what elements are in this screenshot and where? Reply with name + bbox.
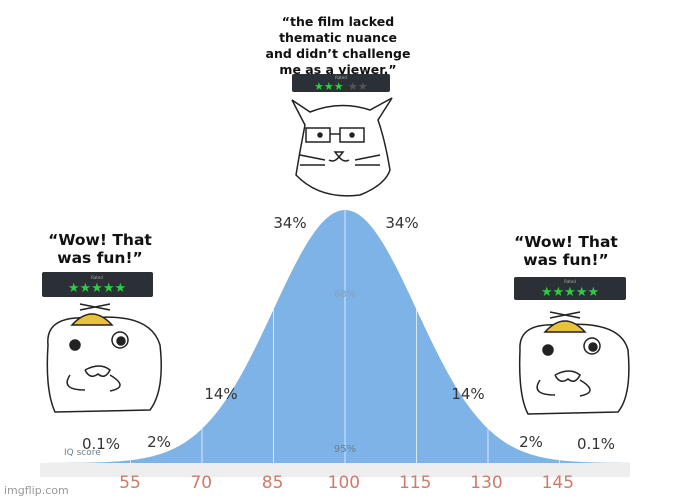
percent-label: 34% (385, 214, 418, 232)
axis-strip (40, 463, 630, 477)
inner-label: 68% (334, 289, 356, 300)
rating-box (42, 272, 153, 297)
percent-label: 14% (204, 385, 237, 403)
rating-box (514, 277, 626, 300)
quote-line: and didn’t challenge (266, 46, 411, 61)
percent-label: 0.1% (82, 435, 120, 453)
tick-label: 85 (262, 473, 284, 493)
tick-label: 130 (470, 473, 502, 493)
cat-glasses (291, 97, 393, 197)
percent-label: 2% (147, 433, 171, 451)
quote-line: me as a viewer.” (279, 62, 396, 77)
rating-label: Rated (91, 275, 103, 280)
sigma-lines (130, 210, 560, 463)
quote-line: “the film lacked (282, 14, 394, 29)
quote-line: “Wow! That (48, 231, 152, 249)
cat-propeller (46, 303, 162, 413)
axis-label: IQ score (64, 448, 101, 458)
rating-label: Rated (335, 75, 347, 80)
percent-label: 2% (519, 433, 543, 451)
quote-line: was fun!” (57, 249, 142, 267)
tick-label: 145 (542, 473, 574, 493)
tick-label: 115 (399, 473, 431, 493)
inner-label: 95% (334, 444, 356, 455)
bell-curve (40, 210, 630, 463)
quote-line: was fun!” (523, 251, 608, 269)
tick-label: 55 (119, 473, 141, 493)
ticks: 55 70 85 100 115 130 145 (119, 473, 574, 493)
tick-label: 100 (328, 473, 360, 493)
tick-label: 70 (190, 473, 212, 493)
cat-propeller (518, 311, 630, 415)
percent-label: 14% (451, 385, 484, 403)
stars: ★★★★★ (541, 285, 599, 300)
quote-line: thematic nuance (279, 30, 397, 45)
stars: ★★★ (314, 80, 344, 93)
percent-label: 34% (273, 214, 306, 232)
watermark: imgflip.com (4, 484, 69, 497)
rating-label: Rated (564, 279, 576, 284)
rating-box (292, 74, 390, 92)
quote-line: “Wow! That (514, 233, 618, 251)
stars: ★★★★★ (68, 281, 126, 296)
stars: ★★ (348, 80, 368, 93)
percent-label: 0.1% (577, 435, 615, 453)
